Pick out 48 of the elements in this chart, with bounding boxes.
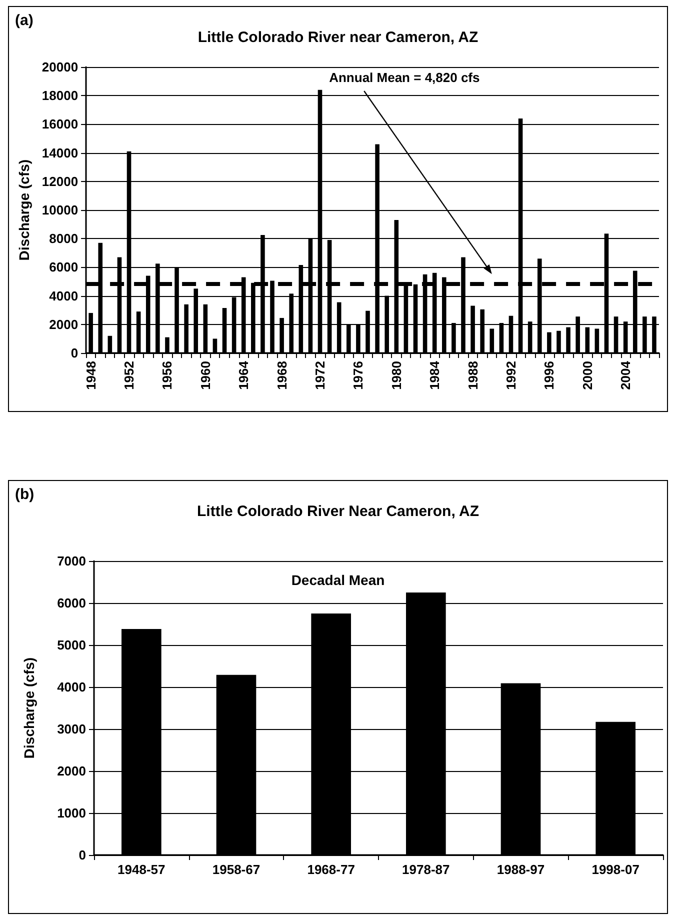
x-tick-label: 1968 (274, 361, 290, 390)
x-tick-label: 1958-67 (212, 862, 260, 877)
x-tick-label: 2000 (580, 361, 595, 390)
y-tick-label: 2000 (49, 316, 78, 332)
text: (a) (15, 12, 34, 29)
y-tick-label: 8000 (49, 231, 78, 246)
x-tick-label: 1978-87 (402, 862, 450, 877)
x-tick-label: 1996 (542, 361, 557, 390)
y-axis-title: Discharge (cfs) (21, 657, 37, 759)
x-tick-label: 1988-97 (496, 862, 545, 877)
y-tick-label: 6000 (49, 260, 78, 275)
y-tick-label: 0 (78, 848, 86, 862)
x-tick-label: 1980 (388, 361, 404, 390)
text: (b) (15, 486, 34, 503)
y-tick-label: 4000 (49, 288, 78, 304)
y-tick-label: 20000 (42, 60, 78, 74)
y-tick-label: 7000 (57, 554, 86, 568)
y-tick-label: 4000 (57, 680, 86, 694)
y-tick-label: 1000 (57, 806, 86, 820)
ref-line-label: Annual Mean = 4,820 cfs (329, 70, 480, 85)
y-tick-label: 16000 (42, 116, 78, 132)
y-tick-label: 10000 (42, 202, 78, 218)
annotation: Decadal Mean (291, 572, 385, 588)
y-tick-label: 5000 (57, 638, 86, 652)
y-tick-label: 2000 (57, 764, 86, 778)
y-tick-label: 3000 (57, 722, 86, 736)
x-tick-label: 1960 (198, 361, 213, 390)
y-tick-label: 12000 (42, 174, 78, 189)
x-tick-label: 1948 (83, 361, 98, 390)
x-tick-label: 1984 (427, 360, 442, 390)
x-tick-label: 1992 (503, 361, 518, 390)
x-tick-label: 1972 (312, 361, 328, 390)
x-tick-label: 1964 (236, 360, 252, 390)
x-tick-label: 1948-57 (118, 862, 166, 877)
x-tick-label: 1956 (160, 361, 175, 390)
x-tick-label: 1988 (465, 361, 480, 390)
chart-title: Little Colorado River Near Cameron, AZ (197, 503, 479, 520)
chart-title: Little Colorado River near Cameron, AZ (198, 29, 478, 46)
y-tick-label: 18000 (42, 88, 78, 104)
x-tick-label: 1976 (350, 361, 366, 390)
x-tick-label: 2004 (618, 360, 634, 390)
y-tick-label: 6000 (57, 596, 86, 610)
y-axis-title: Discharge (cfs) (16, 159, 32, 261)
x-tick-label: 1952 (122, 361, 137, 390)
x-tick-label: 1998-07 (592, 862, 640, 877)
y-tick-label: 14000 (42, 145, 78, 160)
y-tick-label: 0 (70, 346, 78, 360)
x-tick-label: 1968-77 (307, 862, 355, 877)
